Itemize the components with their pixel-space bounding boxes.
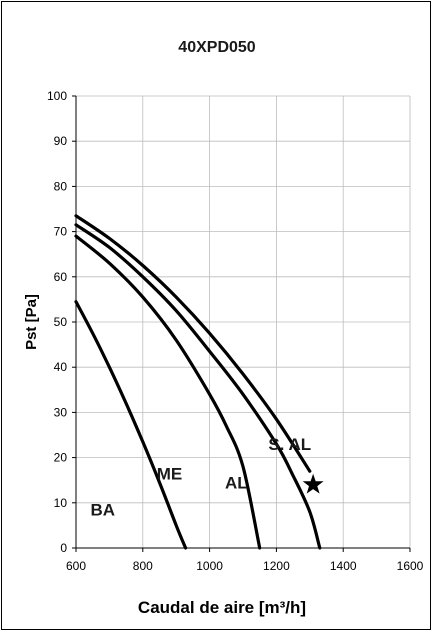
- x-tick-label: 1000: [196, 559, 223, 573]
- y-tick-label: 30: [54, 405, 68, 419]
- x-tick-label: 600: [66, 559, 86, 573]
- y-tick-label: 70: [54, 225, 68, 239]
- star-icon: [302, 473, 324, 494]
- y-tick-label: 10: [54, 496, 68, 510]
- x-tick-labels: 600 800 1000 1200 1400 1600: [66, 559, 424, 573]
- chart-title: 40XPD050: [178, 39, 255, 56]
- y-tick-label: 90: [54, 134, 68, 148]
- y-tick-label: 80: [54, 179, 68, 193]
- x-tick-label: 1200: [263, 559, 290, 573]
- y-tick-label: 0: [60, 541, 67, 555]
- y-tick-label: 60: [54, 270, 68, 284]
- curve-al: [74, 223, 322, 550]
- curve-label-ba: BA: [90, 501, 115, 520]
- y-tick-label: 50: [54, 315, 68, 329]
- operating-point-marker: [302, 473, 324, 494]
- x-tick-label: 1600: [397, 559, 424, 573]
- curve-label-s-al: S. AL: [268, 435, 311, 454]
- chart-grid: [76, 95, 411, 548]
- curve-label-me: ME: [157, 464, 183, 483]
- x-axis-label: Caudal de aire [m³/h]: [138, 598, 306, 617]
- curve-labels: BA ME AL S. AL: [90, 435, 311, 520]
- x-tick-label: 800: [133, 559, 153, 573]
- fan-curves: [74, 214, 322, 550]
- y-axis-label: Pst [Pa]: [23, 294, 40, 350]
- y-tick-labels: 0 10 20 30 40 50 60 70 80 90 100: [47, 89, 67, 555]
- curve-ba: [74, 300, 188, 550]
- y-tick-label: 40: [54, 360, 68, 374]
- x-tick-label: 1400: [330, 559, 357, 573]
- y-tick-label: 20: [54, 451, 68, 465]
- y-tick-label: 100: [47, 89, 67, 103]
- curve-label-al: AL: [225, 473, 248, 492]
- curve-s-al: [74, 214, 312, 473]
- chart-axes: [72, 95, 411, 552]
- curve-me: [74, 234, 262, 550]
